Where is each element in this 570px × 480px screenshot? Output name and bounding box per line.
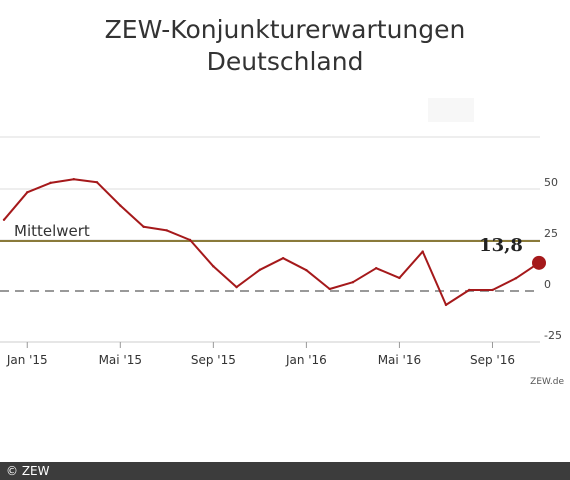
data-point — [119, 204, 122, 207]
data-point — [258, 268, 262, 271]
data-point — [305, 268, 308, 272]
y-tick-label: 0 — [544, 278, 551, 291]
data-point — [2, 218, 6, 222]
y-axis: 50 25 0 -25 — [544, 176, 562, 342]
data-point — [444, 303, 448, 307]
data-point — [142, 225, 145, 228]
data-point — [351, 281, 355, 284]
mean-line-label: Mittelwert — [14, 222, 90, 240]
data-point — [374, 266, 378, 270]
x-tick-label: Mai '15 — [99, 353, 142, 367]
y-tick-label: -25 — [544, 329, 562, 342]
series-layer: 13,8 — [2, 178, 546, 307]
data-point — [398, 276, 401, 280]
source-label: ZEW.de — [530, 377, 564, 387]
data-point — [188, 238, 192, 242]
data-point — [235, 285, 238, 289]
copyright-text: © ZEW — [6, 464, 50, 478]
data-point — [468, 288, 471, 292]
data-point — [72, 178, 75, 181]
x-axis: Jan '15 Mai '15 Sep '15 Jan '16 Mai '16 Sep '… — [0, 341, 540, 367]
chart-title: ZEW-Konjunkturerwartungen — [104, 15, 466, 44]
line-chart: Mittelwert 13,8 50 25 0 -25 Jan '15 Mai '15 S… — [0, 98, 565, 387]
data-point — [491, 288, 494, 292]
x-tick-label: Jan '15 — [6, 353, 48, 367]
x-tick-label: Sep '16 — [470, 353, 515, 367]
y-tick-label: 50 — [544, 176, 558, 189]
legend-placeholder — [428, 98, 474, 122]
x-tick-label: Mai '16 — [378, 353, 421, 367]
footer-credit: © ZEW — [0, 462, 570, 480]
data-point — [514, 277, 517, 280]
mean-reference: Mittelwert — [0, 222, 540, 292]
last-value-label: 13,8 — [479, 235, 523, 256]
y-tick-label: 25 — [544, 227, 558, 240]
data-point — [281, 256, 285, 260]
chart-title-block: ZEW-Konjunkturerwartungen Deutschland — [0, 14, 570, 78]
series-line — [3, 178, 540, 306]
chart-subtitle: Deutschland — [206, 47, 364, 76]
data-point — [421, 250, 424, 253]
data-point — [49, 181, 52, 185]
x-tick-label: Jan '16 — [285, 353, 327, 367]
data-point — [212, 265, 215, 268]
data-point — [328, 287, 331, 291]
last-point-marker — [532, 255, 546, 270]
data-point — [95, 181, 99, 184]
x-tick-label: Sep '15 — [191, 353, 236, 367]
data-point — [26, 191, 29, 194]
data-point — [165, 229, 169, 232]
